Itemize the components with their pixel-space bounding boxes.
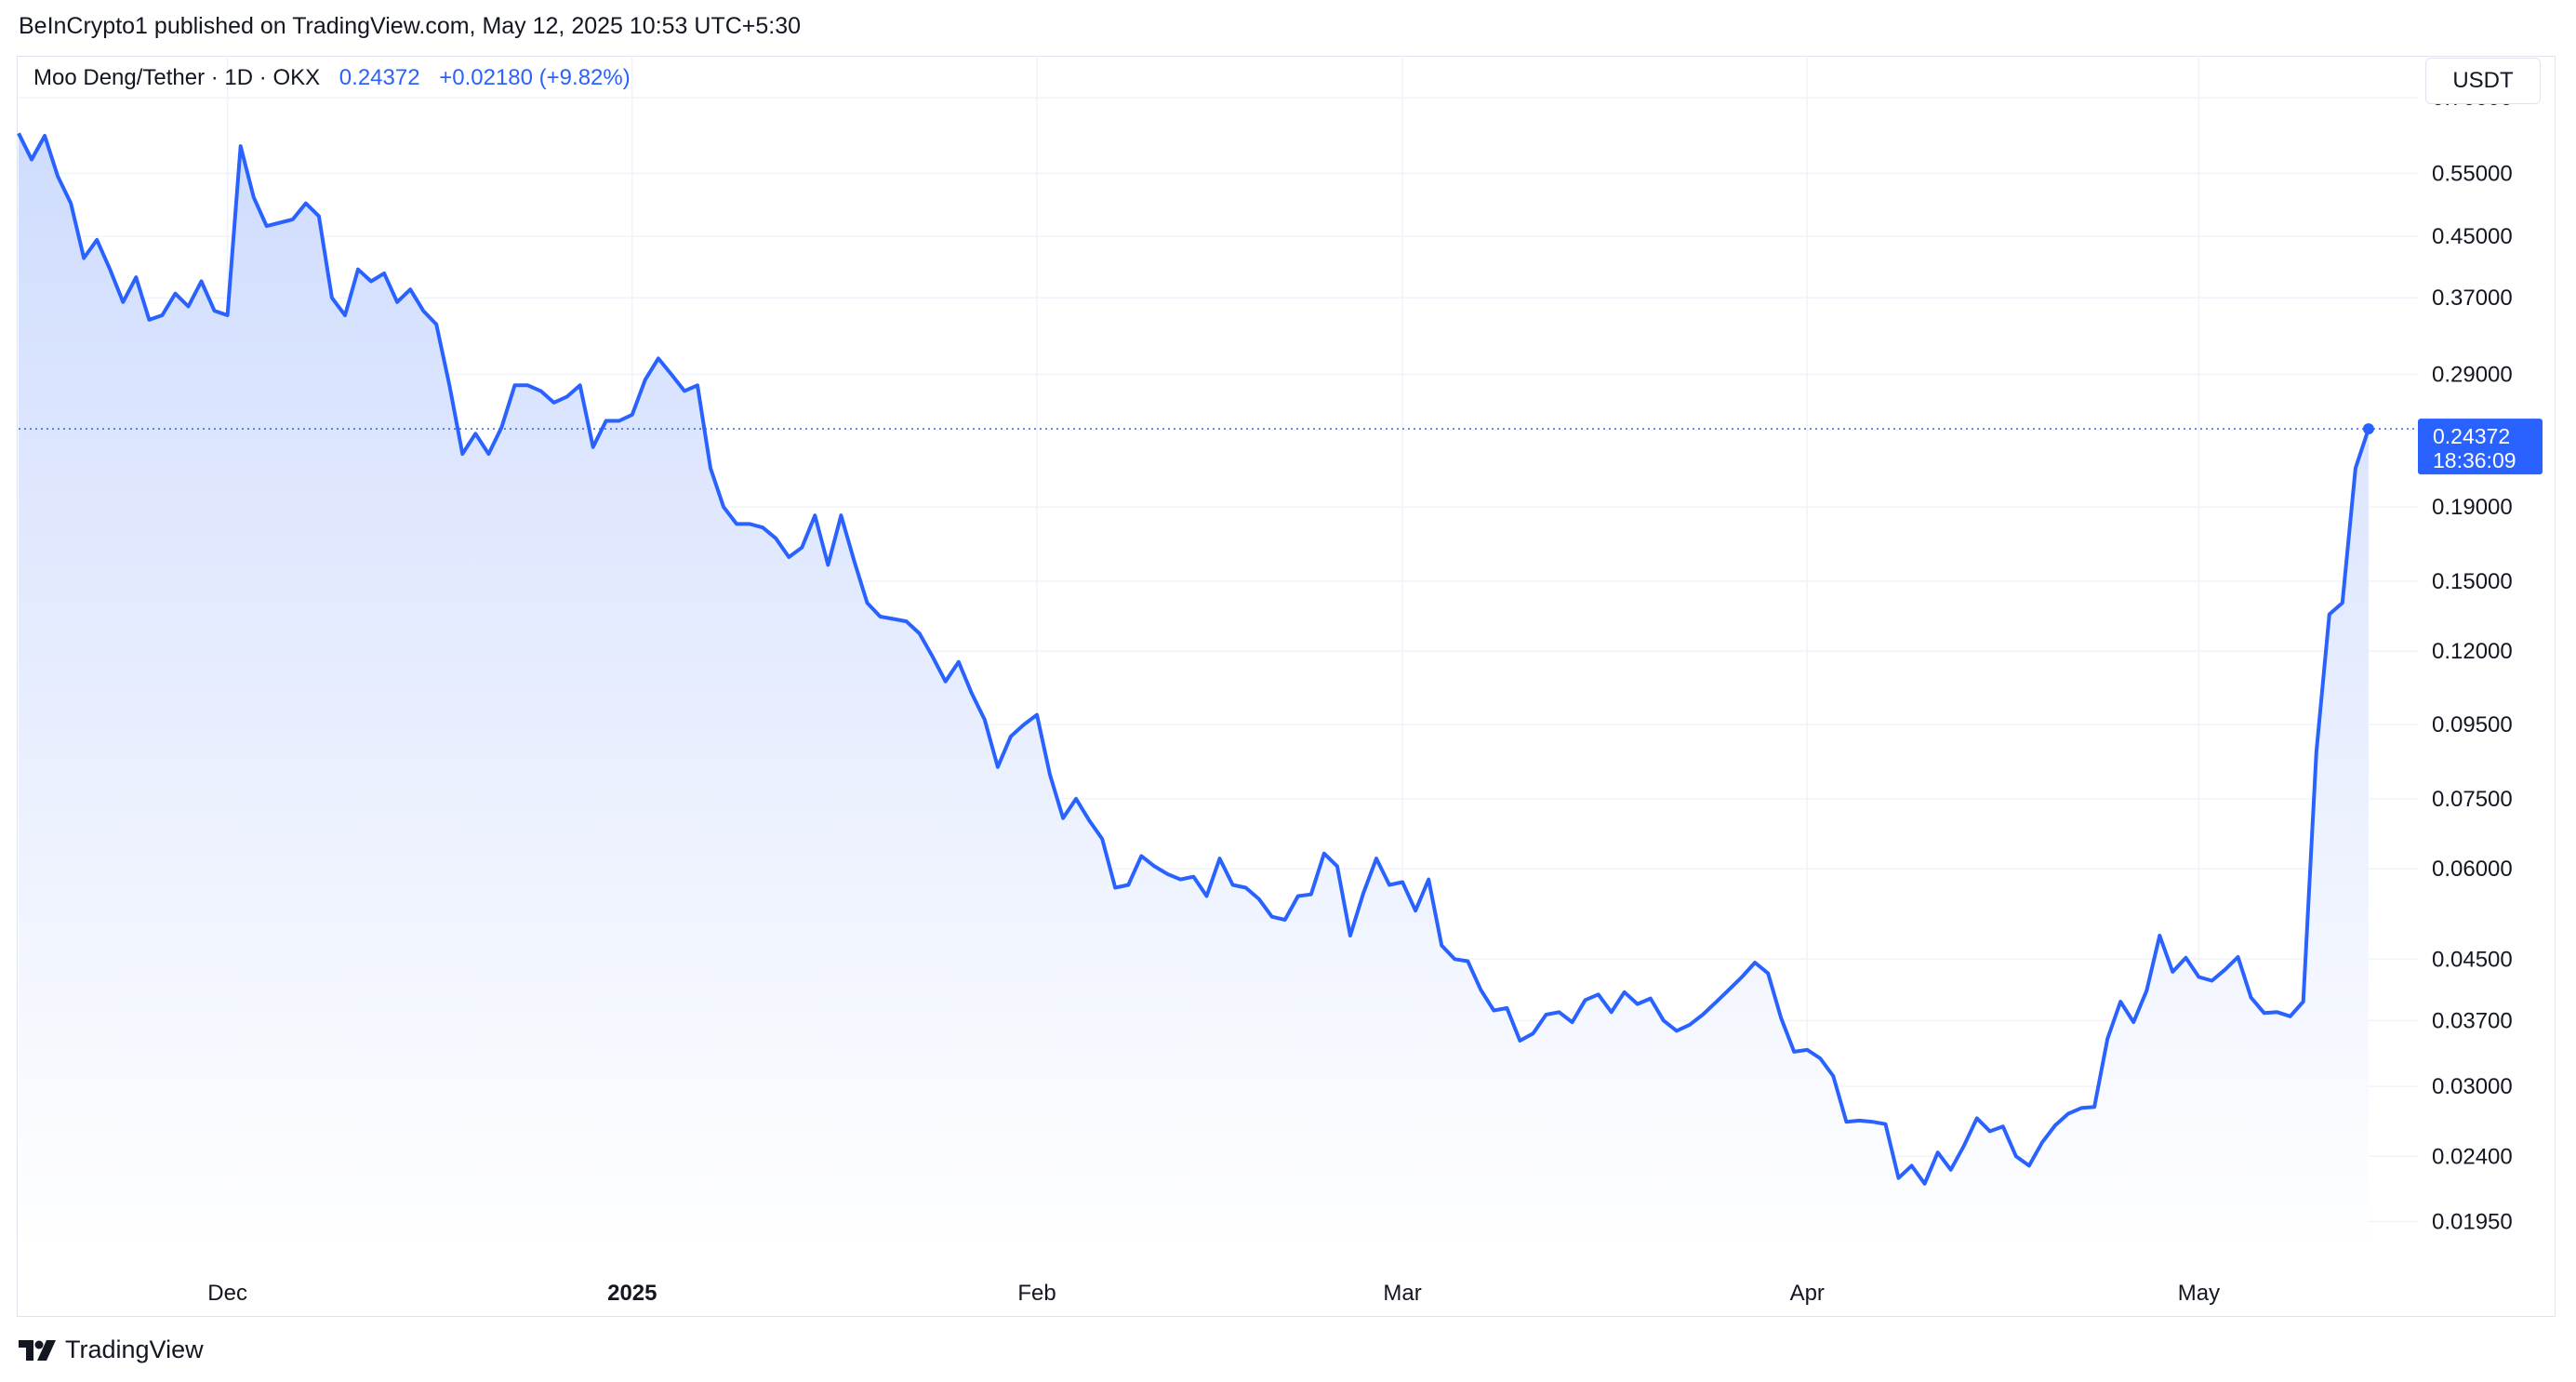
x-axis[interactable]: Dec 2025 Feb Mar Apr May (207, 1281, 2220, 1306)
y-tick-label: 0.03700 (2432, 1008, 2513, 1033)
y-tick-label: 0.15000 (2432, 569, 2513, 594)
price-line (17, 132, 2370, 1186)
price-area-fill (19, 133, 2369, 1256)
currency-unit-button[interactable]: USDT (2425, 58, 2541, 104)
last-price-value: 0.24372 (339, 65, 420, 90)
y-tick-label: 0.12000 (2432, 639, 2513, 664)
x-tick-label: Apr (1790, 1281, 1825, 1306)
y-tick-label: 0.09500 (2432, 712, 2513, 738)
x-tick-label: Feb (1017, 1281, 1056, 1306)
y-tick-label: 0.04500 (2432, 947, 2513, 972)
y-tick-label: 0.45000 (2432, 224, 2513, 249)
attribution-text: BeInCrypto1 published on TradingView.com… (19, 13, 802, 39)
x-tick-label: Dec (207, 1281, 247, 1306)
last-price-tag: 0.24372 18:36:09 (2418, 419, 2543, 475)
last-price-dot (2362, 423, 2374, 435)
y-tick-label: 0.01950 (2432, 1209, 2513, 1234)
y-tick-label: 0.02400 (2432, 1144, 2513, 1169)
y-tick-label: 0.07500 (2432, 787, 2513, 812)
y-tick-label: 0.19000 (2432, 495, 2513, 520)
y-tick-label: 0.06000 (2432, 857, 2513, 882)
tradingview-footer[interactable]: TradingView (19, 1335, 204, 1364)
x-tick-label: Mar (1383, 1281, 1421, 1306)
chart-frame (17, 56, 2556, 1317)
y-tick-label: 0.03000 (2432, 1074, 2513, 1099)
chart-legend: Moo Deng/Tether · 1D · OKX 0.24372 +0.02… (33, 65, 631, 91)
tradingview-logo-icon (19, 1339, 56, 1361)
y-tick-label: 0.55000 (2432, 161, 2513, 186)
y-axis[interactable]: 0.700000.550000.450000.370000.290000.190… (2432, 86, 2513, 1234)
x-tick-label: 2025 (607, 1281, 657, 1306)
last-price-tag-price: 0.24372 (2433, 424, 2510, 448)
last-price-tag-countdown: 18:36:09 (2433, 448, 2516, 472)
price-change-value: +0.02180 (+9.82%) (439, 65, 631, 90)
y-tick-label: 0.29000 (2432, 362, 2513, 387)
x-tick-label: May (2178, 1281, 2220, 1306)
tradingview-brand-text: TradingView (65, 1335, 204, 1363)
y-tick-label: 0.37000 (2432, 286, 2513, 311)
symbol-label[interactable]: Moo Deng/Tether · 1D · OKX (33, 65, 321, 90)
